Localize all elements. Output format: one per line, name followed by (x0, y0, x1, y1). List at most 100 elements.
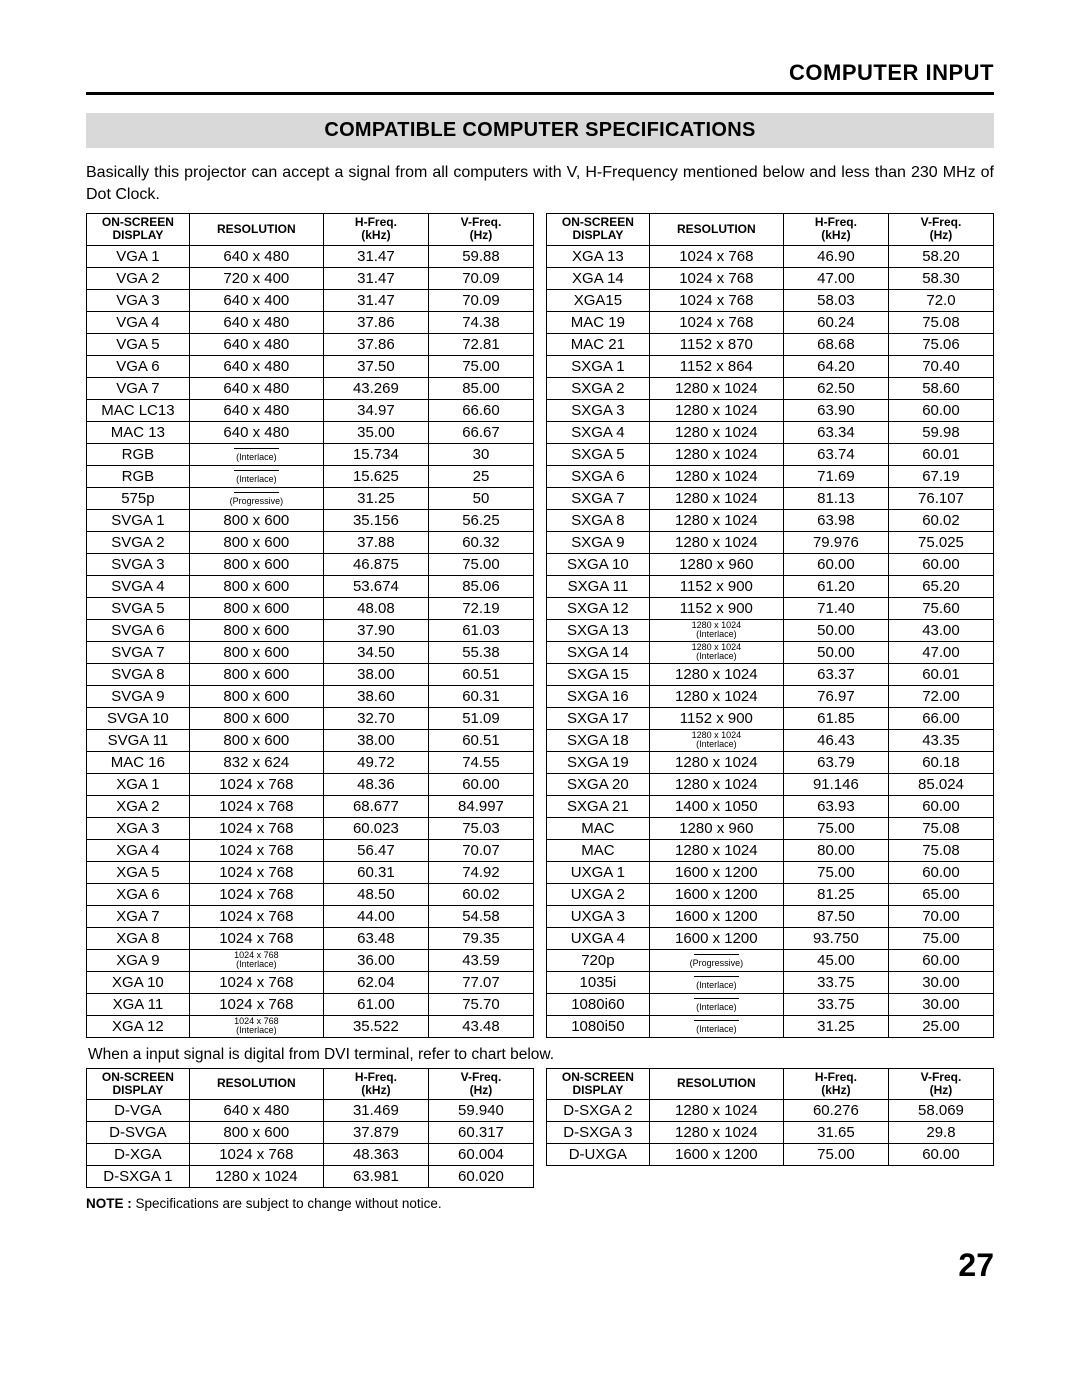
cell-display: SXGA 12 (547, 597, 650, 619)
cell-resolution: 1152 x 870 (649, 333, 783, 355)
table-row: VGA 7640 x 48043.26985.00 (87, 377, 534, 399)
cell-resolution: 1024 x 768 (189, 993, 323, 1015)
table-row: VGA 4640 x 48037.8674.38 (87, 311, 534, 333)
table-row: SXGA 121152 x 90071.4075.60 (547, 597, 994, 619)
cell-display: SXGA 1 (547, 355, 650, 377)
cell-hfreq: 37.90 (323, 619, 428, 641)
table-row: MAC 191024 x 76860.2475.08 (547, 311, 994, 333)
cell-vfreq: 75.00 (428, 553, 533, 575)
cell-resolution: 800 x 600 (189, 707, 323, 729)
cell-vfreq: 75.08 (888, 311, 993, 333)
cell-display: RGB (87, 443, 190, 465)
cell-vfreq: 65.00 (888, 883, 993, 905)
cell-resolution: 1024 x 768(Interlace) (189, 949, 323, 971)
table-row: SXGA 151280 x 102463.3760.01 (547, 663, 994, 685)
cell-resolution: 1280 x 1024 (649, 465, 783, 487)
cell-hfreq: 75.00 (783, 817, 888, 839)
cell-display: VGA 3 (87, 289, 190, 311)
cell-vfreq: 60.004 (428, 1143, 533, 1165)
cell-vfreq: 59.940 (428, 1099, 533, 1121)
cell-hfreq: 31.25 (323, 487, 428, 509)
th-resolution: RESOLUTION (649, 1068, 783, 1099)
cell-resolution: 1280 x 960 (649, 817, 783, 839)
cell-hfreq: 79.976 (783, 531, 888, 553)
cell-vfreq: 43.59 (428, 949, 533, 971)
cell-vfreq: 60.51 (428, 663, 533, 685)
cell-hfreq: 36.00 (323, 949, 428, 971)
cell-hfreq: 37.86 (323, 311, 428, 333)
cell-display: D-VGA (87, 1099, 190, 1121)
cell-vfreq: 70.07 (428, 839, 533, 861)
table-row: SXGA 81280 x 102463.9860.02 (547, 509, 994, 531)
cell-resolution: 1280 x 1024 (649, 531, 783, 553)
cell-vfreq: 51.09 (428, 707, 533, 729)
cell-display: SVGA 8 (87, 663, 190, 685)
cell-display: UXGA 3 (547, 905, 650, 927)
table-row: XGA 91024 x 768(Interlace)36.0043.59 (87, 949, 534, 971)
cell-resolution: 1152 x 864 (649, 355, 783, 377)
cell-hfreq: 47.00 (783, 267, 888, 289)
cell-hfreq: 48.363 (323, 1143, 428, 1165)
cell-resolution: 800 x 600 (189, 663, 323, 685)
table-row: 1035i(Interlace)33.7530.00 (547, 971, 994, 993)
table-header-row: ON-SCREENDISPLAYRESOLUTIONH-Freq.(kHz)V-… (547, 1068, 994, 1099)
cell-resolution: 640 x 480 (189, 421, 323, 443)
cell-hfreq: 61.85 (783, 707, 888, 729)
table-row: D-SXGA 31280 x 102431.6529.8 (547, 1121, 994, 1143)
header-title: COMPUTER INPUT (86, 60, 994, 86)
page-number: 27 (86, 1247, 994, 1284)
table-row: SVGA 8800 x 60038.0060.51 (87, 663, 534, 685)
cell-display: XGA 8 (87, 927, 190, 949)
cell-vfreq: 58.30 (888, 267, 993, 289)
cell-display: SVGA 1 (87, 509, 190, 531)
cell-resolution: 640 x 480 (189, 311, 323, 333)
cell-resolution: 1400 x 1050 (649, 795, 783, 817)
cell-resolution: 1280 x 1024 (649, 773, 783, 795)
table-row: 1080i50(Interlace)31.2525.00 (547, 1015, 994, 1037)
cell-hfreq: 43.269 (323, 377, 428, 399)
cell-hfreq: 31.47 (323, 267, 428, 289)
cell-resolution: 800 x 600 (189, 531, 323, 553)
cell-hfreq: 71.40 (783, 597, 888, 619)
cell-vfreq: 74.38 (428, 311, 533, 333)
table-row: D-SXGA 21280 x 102460.27658.069 (547, 1099, 994, 1121)
cell-resolution: (Interlace) (649, 971, 783, 993)
table-row: SXGA 11152 x 86464.2070.40 (547, 355, 994, 377)
cell-resolution: 800 x 600 (189, 641, 323, 663)
cell-display: UXGA 1 (547, 861, 650, 883)
cell-resolution: 1024 x 768 (189, 861, 323, 883)
cell-display: SXGA 15 (547, 663, 650, 685)
note: NOTE : Specifications are subject to cha… (86, 1196, 994, 1211)
cell-vfreq: 74.92 (428, 861, 533, 883)
table-row: VGA 6640 x 48037.5075.00 (87, 355, 534, 377)
cell-resolution: 1024 x 768 (649, 245, 783, 267)
cell-hfreq: 75.00 (783, 1143, 888, 1165)
table-row: VGA 5640 x 48037.8672.81 (87, 333, 534, 355)
cell-resolution: 1024 x 768(Interlace) (189, 1015, 323, 1037)
cell-resolution: 1600 x 1200 (649, 1143, 783, 1165)
table-row: UXGA 21600 x 120081.2565.00 (547, 883, 994, 905)
cell-display: SXGA 8 (547, 509, 650, 531)
cell-vfreq: 72.00 (888, 685, 993, 707)
cell-display: XGA 7 (87, 905, 190, 927)
cell-display: XGA 9 (87, 949, 190, 971)
section-title: COMPATIBLE COMPUTER SPECIFICATIONS (86, 113, 994, 148)
dvi-tables-row: ON-SCREENDISPLAYRESOLUTIONH-Freq.(kHz)V-… (86, 1068, 994, 1188)
cell-hfreq: 46.43 (783, 729, 888, 751)
table-row: D-VGA640 x 48031.46959.940 (87, 1099, 534, 1121)
cell-display: 1035i (547, 971, 650, 993)
cell-display: SXGA 5 (547, 443, 650, 465)
cell-hfreq: 53.674 (323, 575, 428, 597)
cell-hfreq: 37.50 (323, 355, 428, 377)
table-row: RGB(Interlace)15.62525 (87, 465, 534, 487)
cell-vfreq: 30.00 (888, 971, 993, 993)
cell-display: SXGA 3 (547, 399, 650, 421)
cell-display: SVGA 11 (87, 729, 190, 751)
cell-hfreq: 87.50 (783, 905, 888, 927)
cell-display: VGA 2 (87, 267, 190, 289)
table-row: UXGA 31600 x 120087.5070.00 (547, 905, 994, 927)
cell-vfreq: 54.58 (428, 905, 533, 927)
th-resolution: RESOLUTION (189, 1068, 323, 1099)
cell-vfreq: 66.60 (428, 399, 533, 421)
cell-display: UXGA 2 (547, 883, 650, 905)
